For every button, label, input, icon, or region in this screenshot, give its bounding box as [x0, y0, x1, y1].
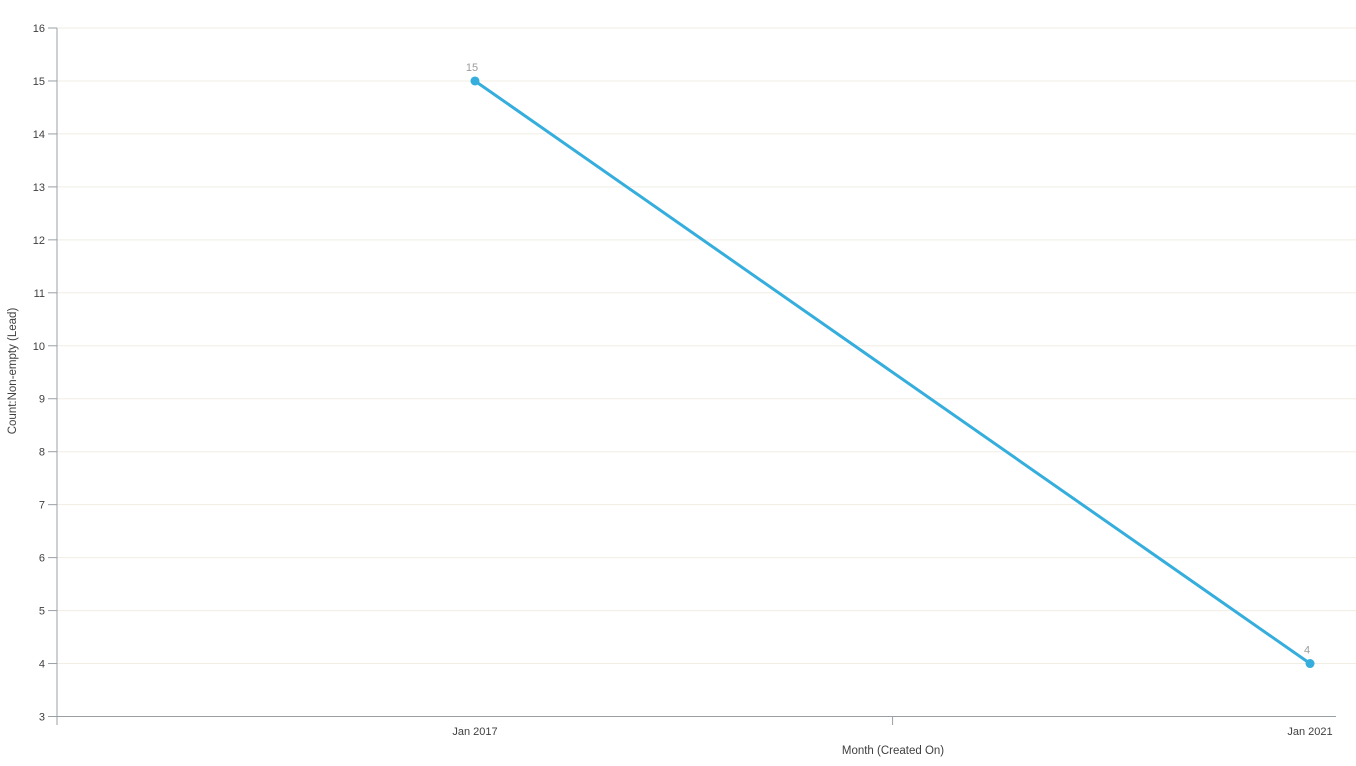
- data-point-label: 4: [1304, 645, 1310, 657]
- y-tick-label: 8: [39, 447, 45, 459]
- y-tick-label: 14: [33, 129, 45, 141]
- y-tick-label: 4: [39, 659, 45, 671]
- y-tick-label: 7: [39, 500, 45, 512]
- y-tick-label: 12: [33, 235, 45, 247]
- y-tick-label: 11: [34, 288, 45, 300]
- y-tick-label: 16: [33, 23, 45, 35]
- y-tick-label: 5: [39, 606, 45, 618]
- y-tick-label: 10: [33, 341, 45, 353]
- x-tick-label: Jan 2021: [1287, 726, 1332, 738]
- series-line: [473, 79, 1312, 666]
- y-tick-label: 15: [33, 76, 45, 88]
- y-tick-label: 13: [33, 182, 45, 194]
- data-point-marker[interactable]: [470, 76, 480, 86]
- y-tick-label: 9: [39, 394, 45, 406]
- data-point-label: 15: [466, 62, 478, 74]
- data-point-marker[interactable]: [1305, 659, 1315, 669]
- x-tick-label: Jan 2017: [452, 726, 497, 738]
- y-tick-label: 6: [39, 553, 45, 565]
- y-axis-title: Count:Non-empty (Lead): [7, 307, 19, 435]
- x-axis-title: Month (Created On): [841, 745, 945, 757]
- y-tick-label: 3: [39, 712, 45, 724]
